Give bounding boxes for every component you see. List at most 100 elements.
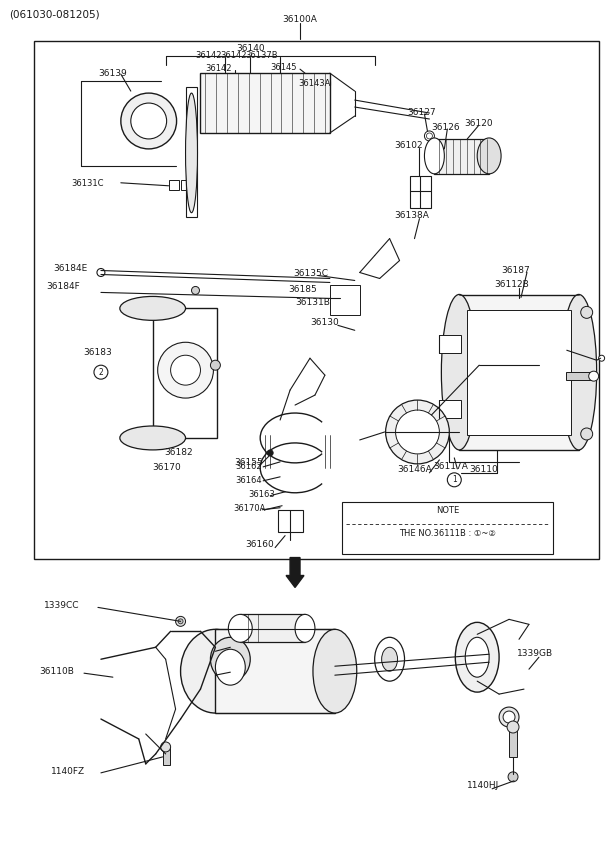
Ellipse shape [295, 614, 315, 642]
Text: 36102: 36102 [395, 141, 423, 150]
Circle shape [161, 742, 171, 752]
Bar [439, 400, 461, 418]
Text: 36110B: 36110B [39, 667, 74, 676]
Ellipse shape [158, 343, 214, 398]
Circle shape [503, 711, 515, 723]
Ellipse shape [382, 647, 398, 671]
Text: 36164: 36164 [236, 476, 262, 485]
FancyArrow shape [286, 558, 304, 588]
Bar [200, 73, 330, 133]
Text: 36117A: 36117A [433, 462, 468, 471]
Text: 36131B: 36131B [295, 298, 330, 308]
Circle shape [424, 131, 435, 141]
Text: 36162: 36162 [236, 462, 262, 471]
Text: 36130: 36130 [310, 318, 339, 327]
Bar [342, 502, 553, 554]
Text: 36170A: 36170A [233, 504, 266, 513]
Circle shape [267, 450, 273, 456]
Text: 36155: 36155 [234, 458, 263, 467]
Circle shape [581, 306, 592, 318]
Circle shape [94, 365, 108, 379]
Circle shape [192, 287, 200, 294]
Ellipse shape [375, 638, 404, 681]
Text: 36142: 36142 [195, 51, 222, 60]
Ellipse shape [120, 297, 186, 321]
Text: 36142: 36142 [205, 64, 232, 73]
Circle shape [178, 619, 183, 624]
Bar [467, 310, 571, 435]
Ellipse shape [313, 629, 357, 713]
Text: 36163: 36163 [248, 490, 275, 499]
Bar [439, 335, 461, 354]
Ellipse shape [385, 400, 449, 464]
Bar [163, 747, 169, 765]
Bar [186, 87, 197, 217]
Bar [410, 176, 432, 208]
Text: 36137B: 36137B [245, 51, 278, 60]
Bar [509, 727, 517, 757]
Ellipse shape [561, 294, 597, 450]
Text: 1140HJ: 1140HJ [467, 781, 500, 789]
Text: 36187: 36187 [501, 265, 530, 275]
Ellipse shape [215, 650, 245, 685]
Circle shape [175, 616, 186, 627]
Text: 2: 2 [98, 368, 103, 377]
Text: 1339GB: 1339GB [517, 650, 553, 658]
Circle shape [447, 473, 461, 487]
Text: 36182: 36182 [164, 448, 193, 457]
Bar [330, 286, 360, 315]
Text: 1140FZ: 1140FZ [51, 767, 86, 776]
Bar [34, 42, 599, 559]
Text: 36170: 36170 [153, 463, 181, 471]
Text: 36135C: 36135C [293, 269, 328, 277]
Bar [215, 629, 335, 713]
Text: 36184E: 36184E [53, 264, 87, 272]
Text: 36142: 36142 [220, 51, 247, 60]
Text: 36127: 36127 [407, 108, 436, 117]
Circle shape [508, 772, 518, 782]
Bar [153, 309, 217, 438]
Circle shape [589, 371, 599, 381]
Text: 36185: 36185 [288, 286, 317, 294]
Text: 36138A: 36138A [395, 210, 430, 220]
Ellipse shape [186, 93, 197, 213]
Bar [435, 139, 489, 174]
Bar [566, 372, 594, 380]
Ellipse shape [424, 138, 444, 174]
Text: 36131C: 36131C [71, 179, 104, 187]
Ellipse shape [441, 294, 477, 450]
Text: 36140: 36140 [236, 44, 265, 53]
Text: 36120: 36120 [464, 119, 493, 128]
Ellipse shape [180, 629, 250, 713]
Bar [459, 295, 578, 450]
Text: NOTE: NOTE [436, 505, 459, 515]
Circle shape [581, 428, 592, 440]
Text: 36139: 36139 [98, 70, 127, 78]
Circle shape [507, 721, 519, 733]
Bar [180, 180, 191, 190]
Bar [278, 510, 303, 532]
Bar [240, 614, 305, 642]
Ellipse shape [477, 138, 501, 174]
Text: 36184F: 36184F [46, 282, 80, 292]
Text: 36183: 36183 [83, 349, 112, 357]
Circle shape [499, 707, 519, 727]
Ellipse shape [171, 355, 200, 385]
Text: 1: 1 [452, 476, 456, 484]
Ellipse shape [396, 410, 439, 454]
Text: 36112B: 36112B [494, 281, 529, 289]
Text: (061030-081205): (061030-081205) [9, 9, 100, 20]
Text: 36100A: 36100A [283, 15, 317, 25]
Ellipse shape [228, 614, 253, 642]
Text: 36146A: 36146A [398, 465, 432, 474]
Text: 36145: 36145 [270, 64, 297, 72]
Ellipse shape [455, 622, 499, 692]
Text: 36110: 36110 [469, 465, 498, 474]
Circle shape [131, 103, 167, 139]
Circle shape [427, 133, 432, 139]
Text: 36143A: 36143A [298, 79, 330, 88]
Ellipse shape [120, 426, 186, 450]
Text: THE NO.36111B : ①~②: THE NO.36111B : ①~② [399, 528, 496, 538]
Circle shape [438, 148, 449, 158]
Circle shape [211, 360, 220, 371]
